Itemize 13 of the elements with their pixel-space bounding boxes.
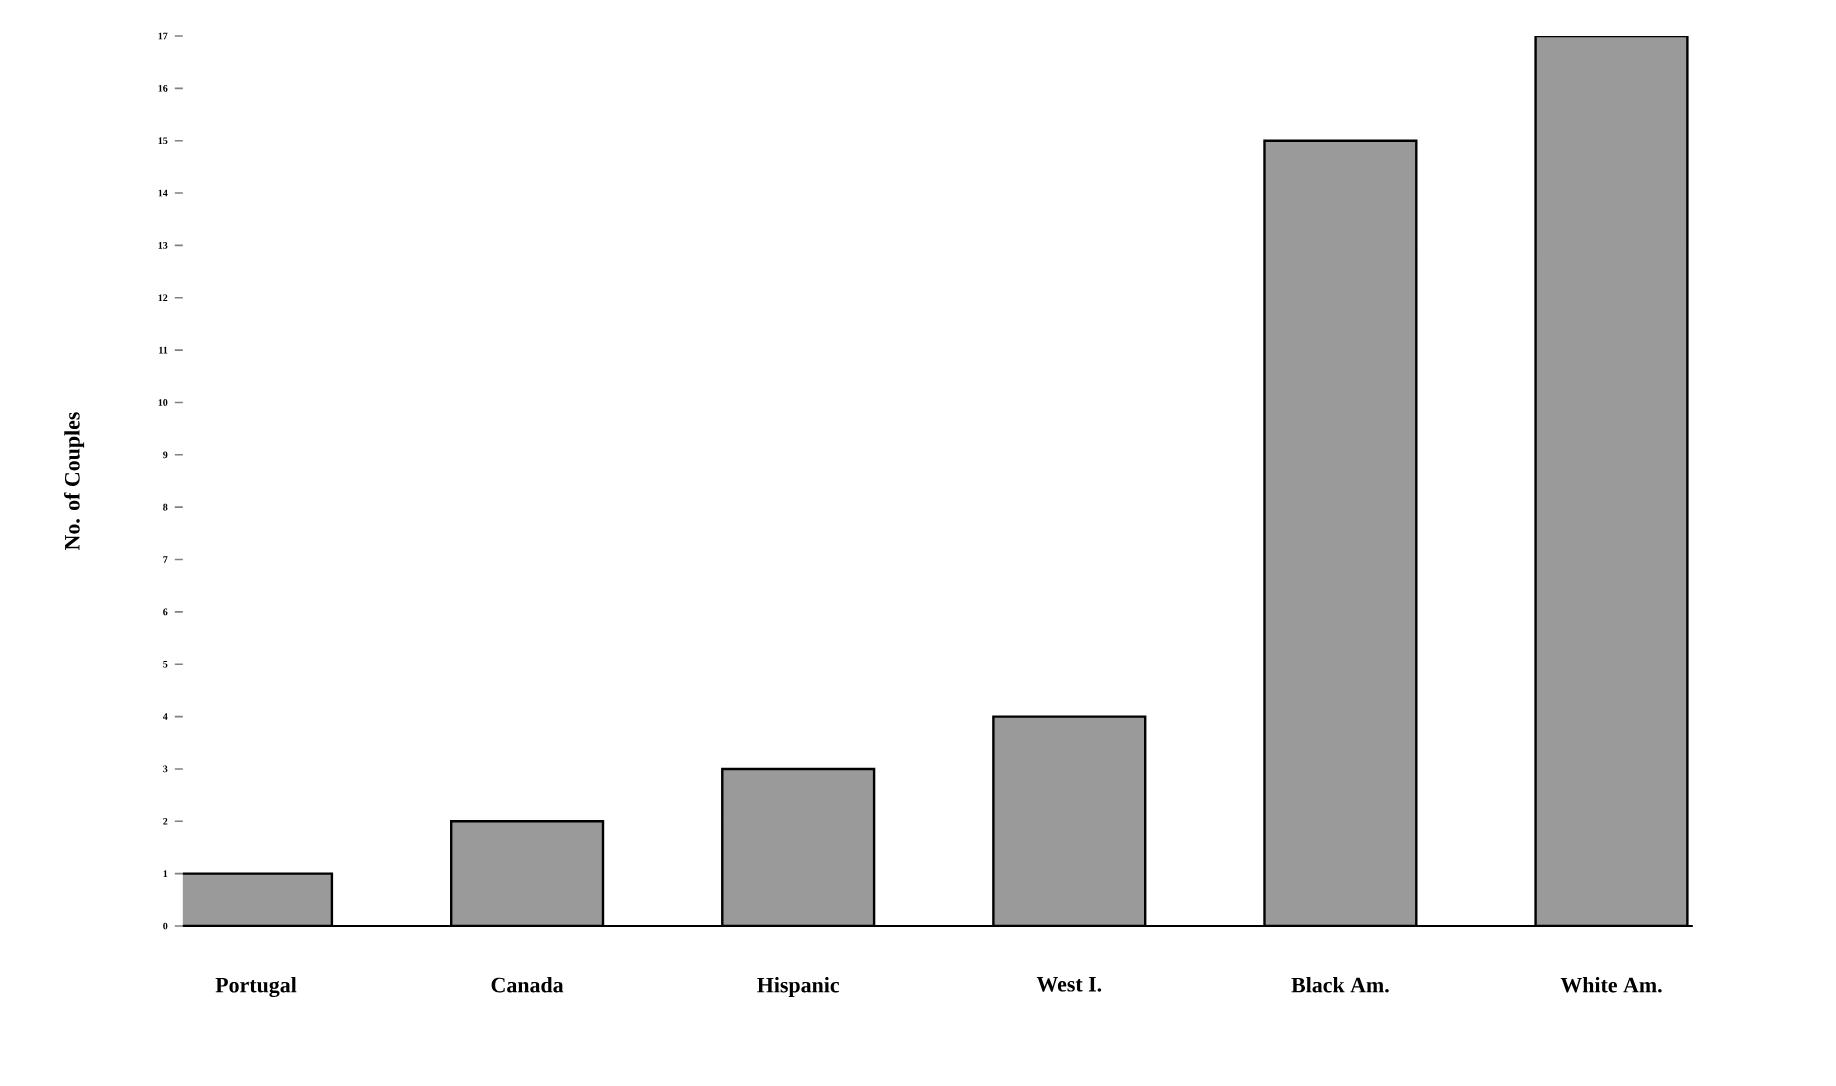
x-tick-label: West I. [1036, 977, 1102, 992]
x-tick-label: Portugal [215, 977, 297, 998]
bar [182, 872, 334, 926]
y-axis-title: No. of Couples [64, 412, 85, 550]
x-tick-label: White Am. [1560, 977, 1662, 993]
x-tick-label: Hispanic [757, 977, 840, 997]
x-tick-label: Black Am. [1291, 977, 1389, 993]
x-tick-label: Canada [491, 977, 564, 993]
bar [992, 715, 1147, 926]
bar [450, 820, 605, 926]
bar [721, 767, 876, 926]
bar [1534, 35, 1689, 926]
bar [1263, 139, 1418, 926]
